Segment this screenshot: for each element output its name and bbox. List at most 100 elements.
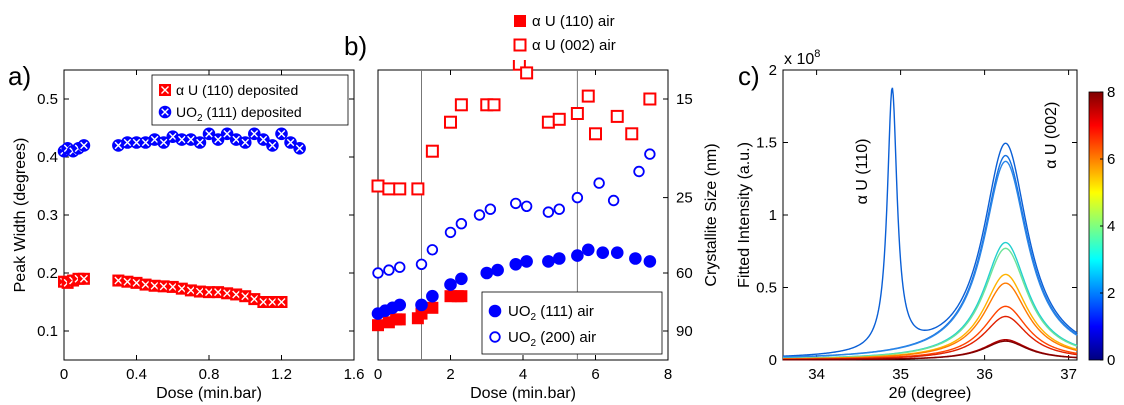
x-tick-label: 2 (446, 366, 454, 383)
panel-b: b) 0 2 4 6 8 15 25 60 90 Dose (min.bar) Crystal… (344, 2, 720, 402)
panel-b-series3-point-shape (553, 203, 565, 215)
panel-b-series3-point-shape (444, 226, 457, 239)
panel-b-series1-point-shape (643, 92, 657, 106)
panel-b-series2-point-shape (509, 258, 523, 271)
panel-b-legend-entry-uo2-111-air: UO2 (111) air (508, 303, 594, 323)
panel-a-series0-point-cross (259, 298, 268, 306)
panel-a-series1-point-cross (187, 135, 195, 144)
panel-b-series3-point (383, 264, 395, 276)
panel-a-series0-point-cross (123, 277, 132, 286)
panel-b-series1-point-shape (487, 98, 501, 112)
panel-a-series1-point-cross (205, 130, 213, 138)
x-tick-label: 4 (519, 366, 527, 383)
panel-b-series3-point-shape (510, 197, 522, 210)
panel-b-series3-point-shape (484, 203, 497, 215)
panel-a-series1-point (77, 139, 91, 152)
panel-b-series1-point-shape (520, 66, 534, 80)
panel-a-series1-point (121, 136, 134, 149)
panel-b-series3-point (484, 203, 497, 215)
panel-b-series2-point (643, 255, 657, 268)
panel-c-annotation-0: α U (110) (854, 139, 871, 205)
panel-b-series2-point-shape (491, 263, 504, 277)
panel-b-series2-point-shape (455, 272, 468, 286)
panel-b-series3-point-shape (426, 244, 439, 256)
panel-a-series0-point-cross (168, 282, 177, 291)
panel-a-series0-point-cross (277, 298, 286, 306)
panel-b-series3-point (607, 194, 620, 207)
panel-b-series1-point (541, 115, 555, 129)
panel-b-series2-point-shape (426, 289, 439, 303)
panel-b-series2-point-shape (552, 252, 566, 265)
panel-b-series3-point (372, 267, 384, 279)
panel-a-series0-point-cross (132, 278, 141, 287)
panel-a-series1-point-cross (223, 130, 231, 138)
panel-a: a) 0.1 0.2 0.3 0.4 0.5 0 0.4 0.8 1.2 1.6 Dose (m… (8, 61, 364, 402)
panel-a-series1-point-cross (277, 130, 286, 138)
panel-b-legend-top: α U (110) air α U (002) air (508, 2, 668, 60)
colorbar-tick-label: 2 (1107, 285, 1115, 302)
colorbar-tick-label: 4 (1107, 218, 1115, 235)
panel-a-series1-point-cross (268, 141, 277, 150)
panel-a-series1-point-cross (232, 135, 240, 144)
panel-b-series2-point (610, 246, 624, 259)
panel-c-curves (782, 87, 1078, 361)
panel-b-legend-marker-3-shape (489, 331, 501, 343)
panel-a-series1-point-cross (159, 138, 168, 147)
colorbar-tick-label: 8 (1107, 84, 1115, 101)
colorbar-tick-label: 0 (1107, 352, 1115, 369)
panel-a-series0-point-cross (205, 288, 213, 297)
panel-b-series2-point (509, 258, 523, 271)
y-tick-label: 2 (769, 62, 777, 79)
panel-b-series3-point (571, 191, 584, 204)
panel-b-series3-point-shape (383, 264, 395, 276)
panel-a-legend-entry-uo2-111: UO2 (111) deposited (176, 104, 302, 124)
panel-b-series3-point-shape (415, 258, 428, 271)
panel-b-series1-point (581, 89, 595, 103)
panel-b-series2-point-shape (581, 243, 595, 257)
panel-b-series0-point (372, 319, 384, 332)
x-tick-label: 0 (60, 366, 68, 383)
panel-a-series1-point (248, 127, 261, 141)
panel-b-series1-point-shape (610, 109, 624, 123)
panel-b-series3-point (415, 258, 428, 271)
right-tick-label: 90 (676, 323, 693, 340)
panel-b-series2-point (520, 255, 533, 268)
panel-b-series3-point-shape (394, 261, 406, 273)
x-tick-label: 35 (892, 366, 909, 383)
panel-a-series1-point-cross (141, 138, 150, 147)
panel-a-legend: α U (110) deposited UO2 (111) deposited (151, 74, 349, 126)
panel-b-series2-point (444, 278, 457, 291)
panel-a-legend-marker-uo2-111 (158, 105, 172, 119)
panel-a-series0-point-cross (214, 288, 223, 297)
panel-b-series2-point-shape (629, 252, 642, 265)
panel-b-series2-point-shape (415, 298, 428, 312)
colorbar-tick-label: 6 (1107, 151, 1115, 168)
panel-b-series1-point-shape (444, 115, 457, 129)
panel-c-y-ticks: 0 0.5 1 1.5 2 (756, 62, 1077, 369)
panel-a-series0-point-cross (195, 287, 204, 296)
panel-b-legend-bottom: UO2 (111) air UO2 (200) air (481, 291, 663, 355)
panel-b-label: b) (344, 31, 367, 61)
panel-b-legend-marker-2-shape (488, 304, 502, 318)
x-tick-label: 8 (664, 366, 672, 383)
y-tick-label: 0.5 (756, 280, 777, 297)
panel-b-series0-point-shape (393, 313, 406, 326)
panel-a-series1-point (202, 127, 216, 141)
panel-b-series2-point-shape (571, 249, 584, 262)
panel-b-legend-marker-2 (488, 304, 502, 318)
panel-a-series1-point-cross (196, 138, 204, 147)
panel-b-series3-point (426, 244, 439, 256)
panel-a-series0-point-cross (250, 295, 259, 304)
panel-a-series1-point-cross (80, 141, 88, 150)
panel-b-series1-point-shape (454, 98, 468, 112)
panel-b-series2-point-shape (480, 266, 494, 280)
panel-a-series1-point-cross (250, 130, 259, 138)
panel-b-series2-point (571, 249, 584, 262)
panel-c-xlabel: 2θ (degree) (889, 385, 972, 402)
panel-a-points (57, 127, 306, 308)
panel-b-series1-point (589, 127, 602, 141)
panel-a-series0-point-cross (150, 281, 159, 290)
panel-b-series2-point-shape (393, 298, 407, 312)
panel-c-curve-10 (783, 340, 1078, 361)
panel-a-ylabel: Peak Width (degrees) (12, 138, 29, 293)
